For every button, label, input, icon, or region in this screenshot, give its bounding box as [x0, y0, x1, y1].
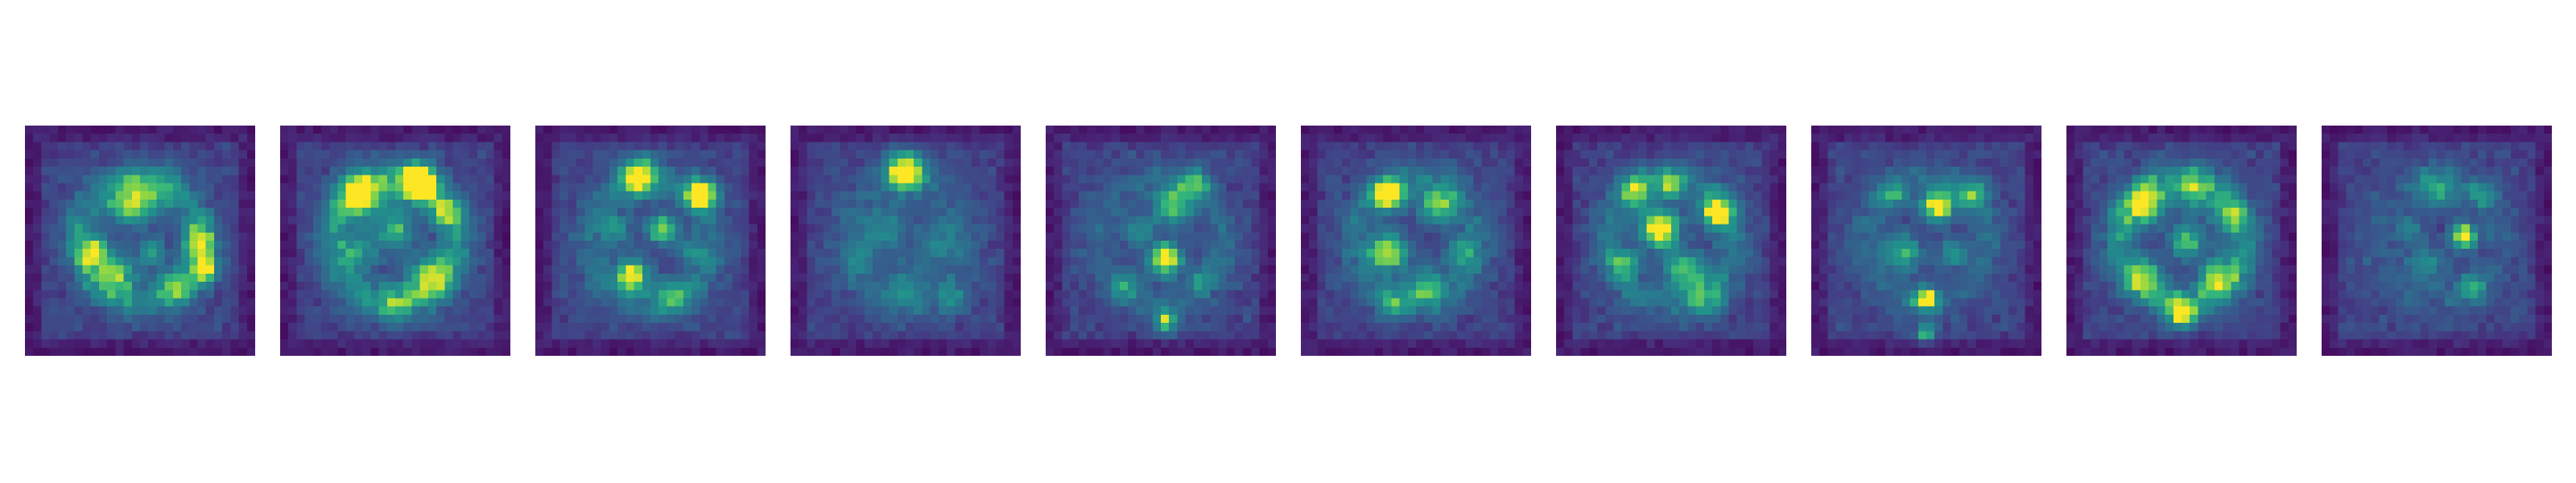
- image-panel-5: [1046, 126, 1276, 356]
- heatmap-canvas: [2322, 126, 2552, 356]
- image-panel-10: [2322, 126, 2552, 356]
- heatmap-canvas: [1046, 126, 1276, 356]
- image-panel-7: [1556, 126, 1786, 356]
- heatmap-canvas: [1811, 126, 2041, 356]
- heatmap-canvas: [25, 126, 255, 356]
- image-panel-3: [535, 126, 766, 356]
- image-panel-1: [25, 126, 255, 356]
- image-panel-4: [791, 126, 1021, 356]
- image-panel-8: [1811, 126, 2041, 356]
- heatmap-canvas: [535, 126, 766, 356]
- heatmap-canvas: [1301, 126, 1531, 356]
- heatmap-canvas: [1556, 126, 1786, 356]
- image-panel-2: [280, 126, 510, 356]
- image-panel-9: [2066, 126, 2297, 356]
- image-panel-6: [1301, 126, 1531, 356]
- heatmap-canvas: [791, 126, 1021, 356]
- heatmap-canvas: [280, 126, 510, 356]
- heatmap-canvas: [2066, 126, 2297, 356]
